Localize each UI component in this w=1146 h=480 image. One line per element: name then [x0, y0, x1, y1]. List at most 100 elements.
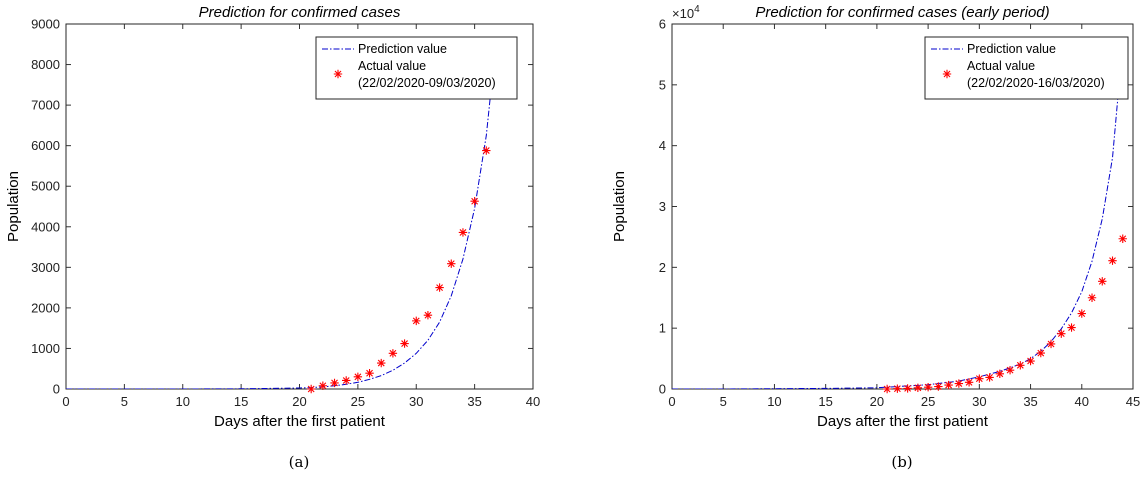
- legend: Prediction value Actual value (22/02/2020-…: [924, 36, 1129, 100]
- legend-label-actual: Actual value: [358, 59, 426, 73]
- legend-asterisk-swatch: [333, 69, 343, 79]
- actual-value-point: [458, 228, 468, 237]
- actual-value-point: [1087, 293, 1097, 302]
- y-tick-label: 8000: [31, 57, 60, 72]
- actual-value-point: [954, 379, 964, 388]
- actual-value-point: [1077, 309, 1086, 318]
- y-tick-label: 2000: [31, 300, 60, 315]
- legend-label-actual-period: (22/02/2020-09/03/2020): [358, 76, 496, 90]
- x-tick-label: 20: [870, 394, 884, 409]
- actual-value-point: [1026, 356, 1035, 366]
- x-tick-label: 25: [921, 394, 935, 409]
- x-tick-label: 0: [668, 394, 675, 409]
- x-tick-label: 40: [526, 394, 540, 409]
- y-axis-label: Population: [5, 171, 22, 242]
- y-tick-label: 2: [659, 260, 666, 275]
- x-tick-label: 30: [972, 394, 986, 409]
- x-tick-label: 10: [176, 394, 190, 409]
- chart-panel-a: 0 5 10 15 20 25 30 35 40 0 1000 2000 3000 4000 5000 600…: [5, 4, 540, 471]
- legend-asterisk-swatch: [942, 69, 952, 79]
- figure-caption: (b): [891, 453, 912, 471]
- legend-label-actual-period: (22/02/2020-16/03/2020): [967, 76, 1105, 90]
- y-tick-label: 7000: [31, 98, 60, 113]
- actual-value-point: [482, 146, 491, 155]
- legend-box: [315, 36, 518, 100]
- y-tick-label: 3000: [31, 260, 60, 275]
- actual-value-point: [377, 358, 386, 368]
- x-tick-label: 10: [767, 394, 781, 409]
- actual-value-point: [330, 378, 339, 388]
- actual-value-point: [882, 384, 892, 394]
- x-axis-label: Days after the first patient: [214, 413, 386, 430]
- y-exponent-label: ×104: [672, 4, 700, 21]
- x-tick-label: 5: [121, 394, 128, 409]
- x-tick-label: 40: [1075, 394, 1089, 409]
- x-tick-label: 0: [62, 394, 69, 409]
- actual-value-point: [342, 376, 351, 385]
- legend-label-prediction: Prediction value: [358, 42, 447, 56]
- actual-value-point: [412, 316, 421, 326]
- legend: Prediction value Actual value (22/02/2020-…: [315, 36, 518, 100]
- actual-value-point: [1108, 256, 1117, 265]
- legend-box: [924, 36, 1129, 100]
- y-tick-label: 6000: [31, 138, 60, 153]
- y-tick-label: 4: [659, 138, 666, 153]
- actual-value-point: [423, 310, 433, 320]
- x-tick-label: 20: [292, 394, 306, 409]
- x-tick-label: 15: [234, 394, 248, 409]
- actual-value-point: [1098, 277, 1107, 286]
- x-tick-label: 25: [351, 394, 365, 409]
- x-tick-label: 35: [1023, 394, 1037, 409]
- actual-value-point: [893, 384, 902, 393]
- y-tick-label: 6: [659, 17, 666, 32]
- y-tick-label: 3: [659, 199, 666, 214]
- actual-value-point: [318, 381, 328, 390]
- chart-title: Prediction for confirmed cases (early pe…: [755, 4, 1049, 21]
- x-tick-label: 35: [467, 394, 481, 409]
- x-tick-label: 15: [818, 394, 832, 409]
- actual-value-point: [964, 378, 974, 387]
- actual-value-point: [913, 383, 923, 392]
- actual-value-point: [975, 374, 984, 383]
- y-axis-label: Population: [611, 171, 628, 242]
- y-tick-label: 5000: [31, 179, 60, 194]
- actual-value-point: [353, 372, 363, 382]
- actual-value-point: [388, 349, 398, 358]
- actual-value-point: [447, 259, 456, 268]
- actual-value-point: [1016, 361, 1025, 370]
- actual-value-point: [400, 339, 409, 348]
- actual-value-point: [944, 380, 953, 390]
- actual-value-point: [923, 382, 933, 392]
- x-tick-label: 5: [720, 394, 727, 409]
- actual-value-point: [435, 283, 444, 292]
- actual-value-point: [1046, 339, 1056, 349]
- y-tick-label: 0: [53, 382, 60, 397]
- chart-title: Prediction for confirmed cases: [199, 4, 401, 21]
- actual-value-point: [365, 368, 374, 378]
- y-tick-label: 0: [659, 382, 666, 397]
- y-tick-label: 5: [659, 77, 666, 92]
- actual-value-point: [903, 384, 912, 393]
- y-tick-label: 4000: [31, 219, 60, 234]
- y-tick-label: 1: [659, 321, 666, 336]
- x-tick-label: 45: [1126, 394, 1140, 409]
- actual-value-point: [1067, 323, 1076, 332]
- actual-value-point: [995, 369, 1005, 378]
- x-tick-label: 30: [409, 394, 423, 409]
- x-axis-label: Days after the first patient: [817, 413, 989, 430]
- actual-value-point: [470, 197, 479, 206]
- actual-value-point: [306, 384, 316, 394]
- actual-value-point: [1057, 329, 1066, 338]
- actual-value-point: [985, 373, 994, 382]
- legend-label-prediction: Prediction value: [967, 42, 1056, 56]
- axes-box: [65, 23, 534, 390]
- legend-label-actual: Actual value: [967, 59, 1035, 73]
- y-tick-label: 1000: [31, 341, 60, 356]
- figure-caption: (a): [289, 453, 310, 471]
- actual-value-point: [1118, 234, 1127, 243]
- y-tick-label: 9000: [31, 17, 60, 32]
- axes-box: [671, 23, 1134, 390]
- prediction-line: [66, 56, 495, 389]
